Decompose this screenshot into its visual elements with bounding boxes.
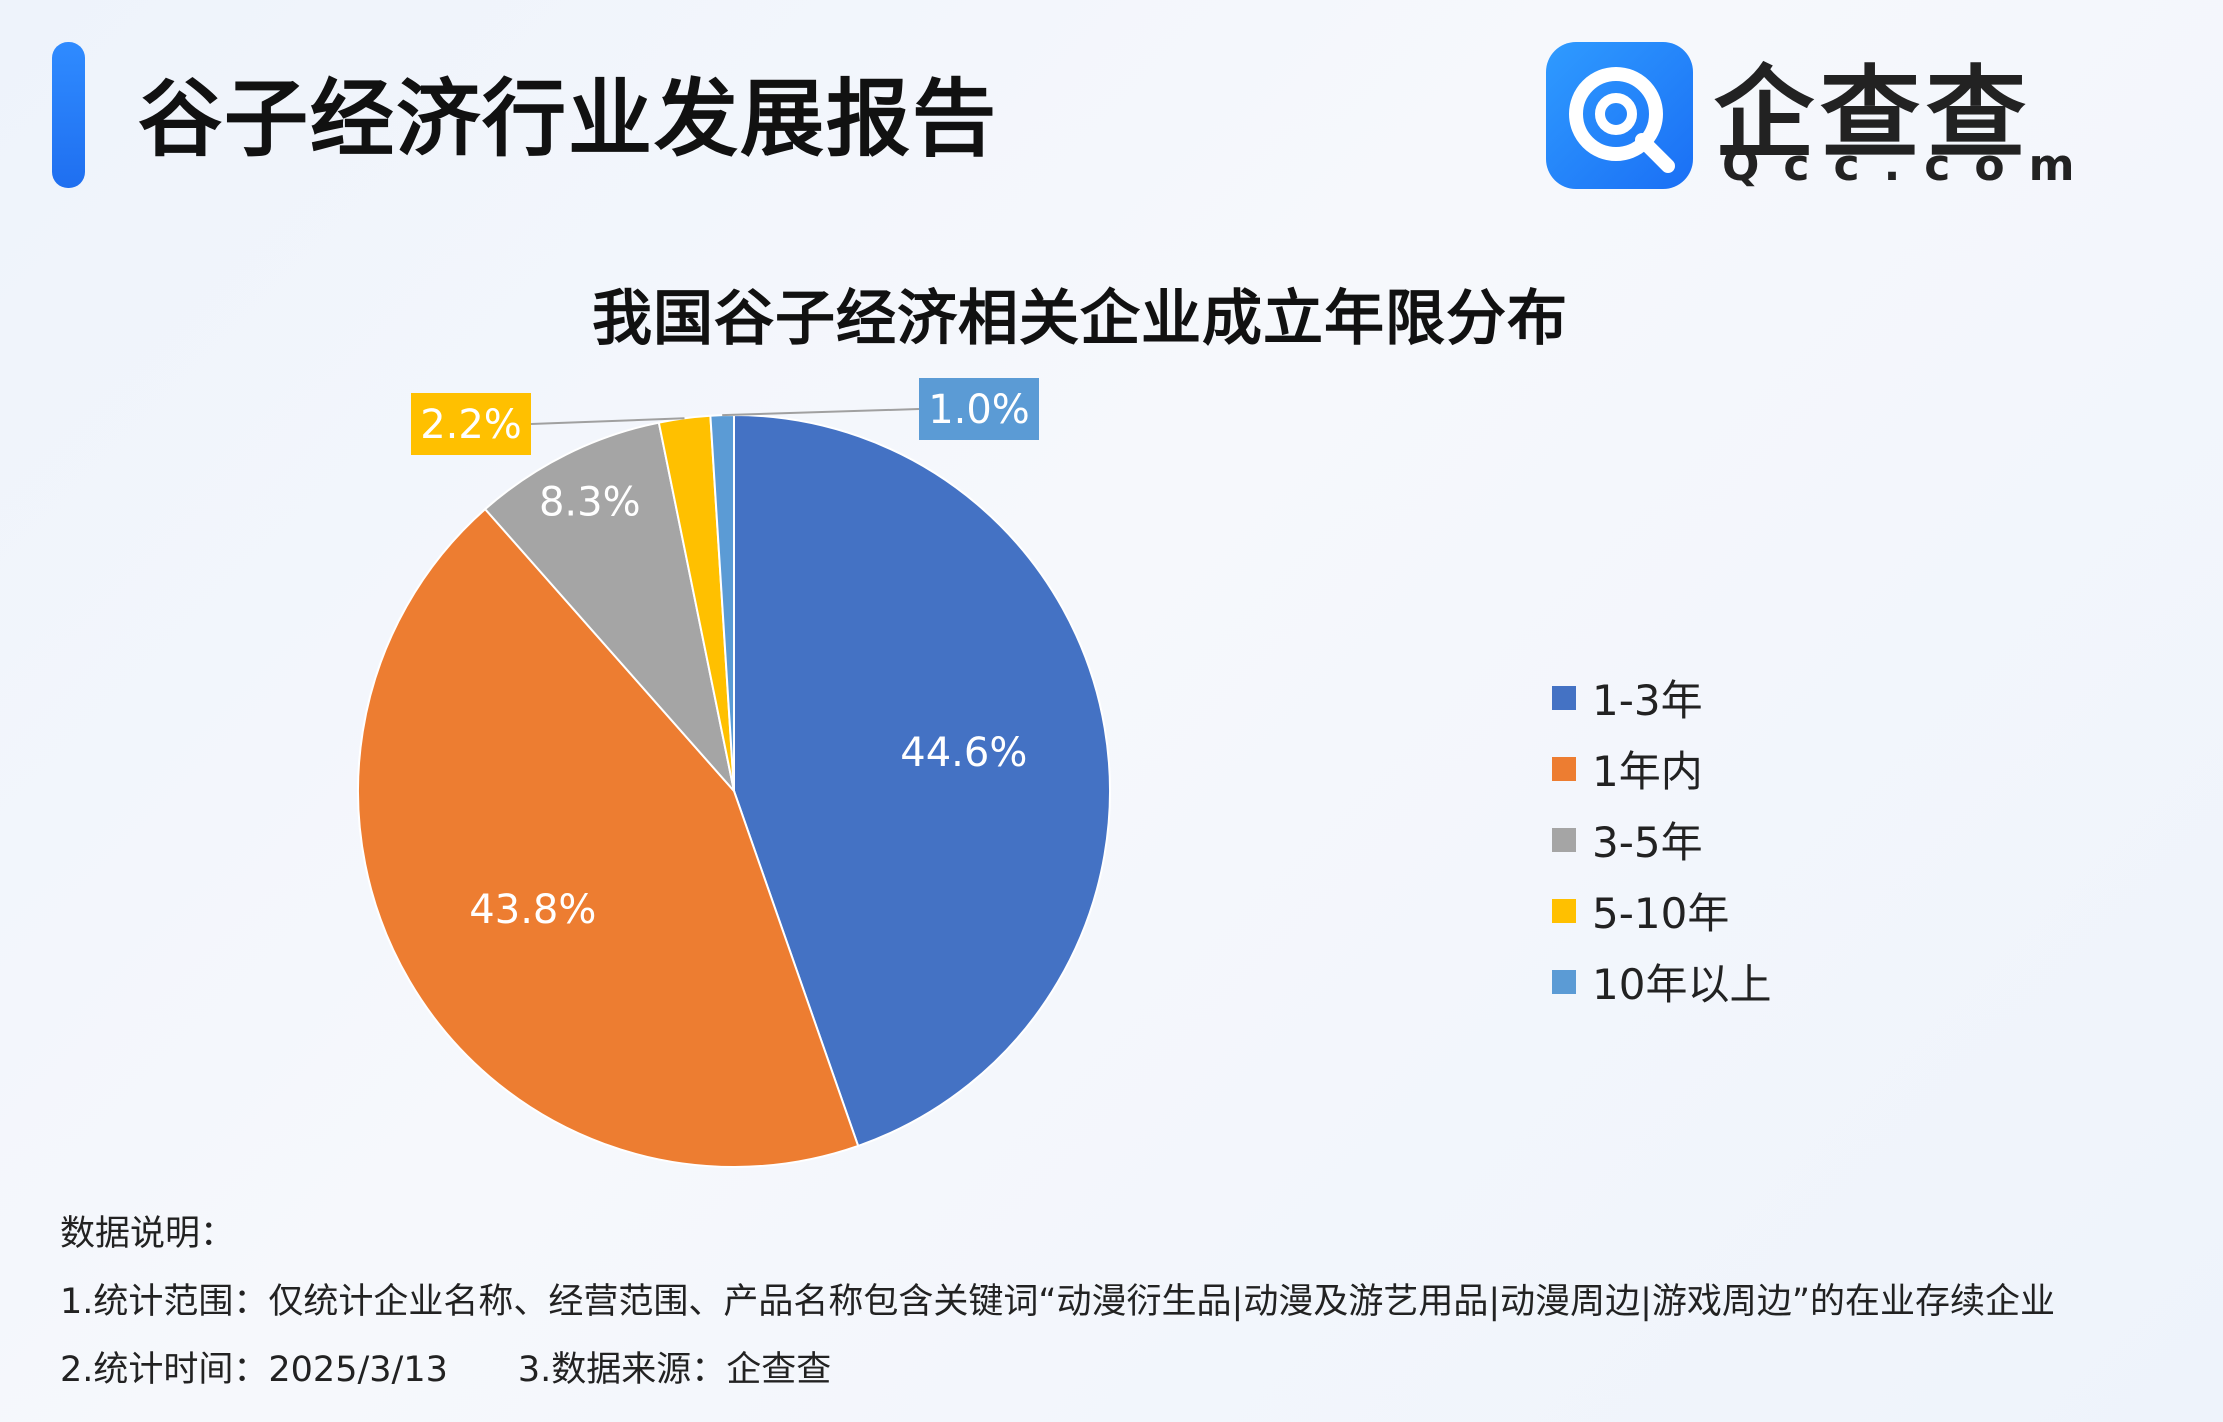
- chart-title: 我国谷子经济相关企业成立年限分布: [592, 284, 1568, 354]
- legend-item: 1-3年: [1552, 662, 1771, 733]
- qcc-logo-icon: [1546, 42, 1693, 189]
- legend-item: 3-5年: [1552, 804, 1771, 875]
- leader-line: [530, 417, 685, 425]
- qcc-logo: 企查查 Qcc.com: [1546, 42, 2146, 192]
- legend-swatch: [1552, 969, 1576, 994]
- slice-3-5y: [483, 421, 736, 795]
- legend-swatch: [1552, 756, 1576, 781]
- legend-swatch: [1552, 898, 1576, 923]
- legend-swatch: [1552, 685, 1576, 710]
- logo-english-text: Qcc.com: [1722, 140, 2099, 191]
- leader-line: [722, 408, 920, 417]
- notes-time: 2.统计时间：2025/3/13: [60, 1350, 448, 1390]
- slice-within-1y: [357, 507, 860, 1168]
- data-label: 1.0%: [928, 387, 1030, 433]
- legend-label: 1年内: [1592, 747, 1703, 796]
- data-label: 44.6%: [900, 730, 1027, 776]
- legend-label: 3-5年: [1592, 818, 1703, 867]
- notes-time-source: 2.统计时间：2025/3/13 3.数据来源：企查查: [60, 1336, 2055, 1404]
- legend-item: 10年以上: [1552, 946, 1771, 1017]
- chart-legend: 1-3年 1年内 3-5年 5-10年 10年以上: [1552, 662, 1771, 1017]
- title-accent-bar: [52, 42, 85, 188]
- legend-item: 5-10年: [1552, 875, 1771, 946]
- logo-chinese-text: 企查查: [1714, 55, 2032, 172]
- legend-swatch: [1552, 827, 1576, 852]
- data-label: 2.2%: [420, 402, 522, 448]
- notes-scope: 1.统计范围：仅统计企业名称、经营范围、产品名称包含关键词“动漫衍生品|动漫及游…: [60, 1282, 2056, 1322]
- legend-label: 10年以上: [1592, 960, 1772, 1009]
- report-title: 谷子经济行业发展报告: [138, 70, 999, 168]
- slice-1-3y: [733, 413, 1111, 1148]
- data-label-box: [919, 378, 1039, 440]
- legend-label: 1-3年: [1592, 676, 1703, 725]
- data-label: 43.8%: [469, 887, 596, 933]
- notes-source: 3.数据来源：企查查: [517, 1350, 832, 1390]
- data-label: 8.3%: [539, 480, 641, 526]
- legend-item: 1年内: [1552, 733, 1771, 804]
- data-notes: 数据说明： 1.统计范围：仅统计企业名称、经营范围、产品名称包含关键词“动漫衍生…: [60, 1200, 2055, 1404]
- notes-heading: 数据说明：: [60, 1214, 236, 1254]
- data-label-box: [411, 393, 531, 455]
- legend-label: 5-10年: [1592, 889, 1730, 938]
